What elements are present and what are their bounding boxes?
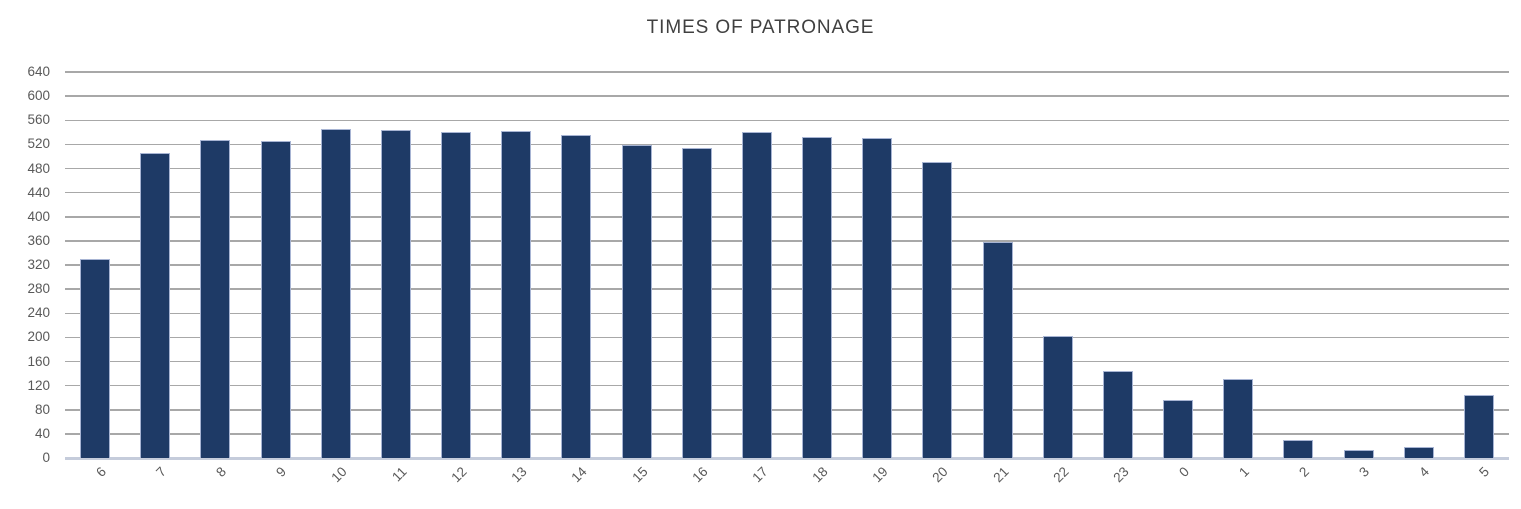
y-axis-tick-label: 320 xyxy=(27,257,50,272)
bar-hour-11 xyxy=(380,129,411,458)
bar-hour-19 xyxy=(862,137,893,458)
y-axis-tick-label: 200 xyxy=(27,329,50,345)
bar-hour-10 xyxy=(320,128,351,458)
x-axis-tick-label: 12 xyxy=(448,464,470,486)
bar-hour-14 xyxy=(561,134,592,458)
gridline-560 xyxy=(65,119,1509,121)
bar-hour-3 xyxy=(1343,450,1374,458)
y-axis-tick-label: 440 xyxy=(27,184,50,200)
gridline-240 xyxy=(65,312,1509,314)
gridline-440 xyxy=(65,191,1509,194)
bar-hour-20 xyxy=(922,162,953,458)
gridline-120 xyxy=(65,384,1509,387)
y-axis-tick-label: 240 xyxy=(27,305,50,321)
x-axis-tick-label: 20 xyxy=(929,464,952,486)
y-axis-tick-label: 280 xyxy=(27,281,50,297)
x-axis-tick-label: 8 xyxy=(213,464,230,480)
x-axis-tick-label: 1 xyxy=(1235,464,1252,480)
x-axis-tick-label: 23 xyxy=(1110,464,1132,486)
gridline-160 xyxy=(65,360,1509,363)
bar-hour-0 xyxy=(1163,400,1194,458)
x-axis-tick-label: 10 xyxy=(328,464,350,486)
x-axis-tick-label: 21 xyxy=(989,464,1012,486)
gridline-40 xyxy=(65,433,1509,435)
y-axis-tick-label: 360 xyxy=(27,232,50,248)
gridline-520 xyxy=(65,143,1509,146)
bar-hour-12 xyxy=(441,132,472,458)
gridline-200 xyxy=(65,336,1509,339)
x-axis-tick-label: 17 xyxy=(749,464,771,486)
x-axis-tick-label: 22 xyxy=(1050,464,1072,486)
bar-hour-8 xyxy=(200,140,231,458)
x-axis-tick-label: 19 xyxy=(869,464,891,486)
y-axis-tick-label: 0 xyxy=(42,450,50,465)
y-axis-tick-label: 560 xyxy=(27,112,50,128)
bar-hour-9 xyxy=(260,141,291,458)
bar-hour-16 xyxy=(681,147,712,458)
x-axis-tick-label: 0 xyxy=(1175,464,1192,480)
gridline-320 xyxy=(65,264,1509,266)
y-axis-tick-label: 80 xyxy=(34,401,50,417)
gridline-360 xyxy=(65,240,1509,242)
chart-title: TIMES OF PATRONAGE xyxy=(646,17,875,38)
bar-hour-5 xyxy=(1463,395,1494,458)
x-axis-tick-label: 7 xyxy=(152,464,169,480)
gridline-280 xyxy=(65,288,1509,290)
y-axis-tick-label: 40 xyxy=(34,425,50,441)
gridline-600 xyxy=(65,95,1509,97)
x-axis-tick-label: 3 xyxy=(1356,464,1373,480)
bar-hour-15 xyxy=(621,144,652,458)
x-axis-tick-label: 14 xyxy=(568,464,591,486)
x-axis-tick-label: 5 xyxy=(1476,464,1493,480)
x-axis-tick-label: 18 xyxy=(809,464,831,486)
bar-hour-13 xyxy=(501,131,532,458)
bar-hour-6 xyxy=(80,258,111,458)
bar-hour-22 xyxy=(1042,335,1073,458)
gridline-480 xyxy=(65,167,1509,170)
bar-hour-7 xyxy=(140,152,171,458)
x-axis-tick-label: 9 xyxy=(273,464,290,480)
y-axis-tick-label: 400 xyxy=(27,208,50,224)
y-axis-tick-label: 160 xyxy=(27,353,50,369)
x-axis-tick-label: 2 xyxy=(1296,464,1313,480)
bar-hour-21 xyxy=(982,242,1013,458)
bar-hour-1 xyxy=(1223,378,1254,458)
x-axis-tick-label: 13 xyxy=(508,464,530,486)
x-axis-tick-label: 6 xyxy=(92,464,109,480)
gridline-400 xyxy=(65,216,1509,218)
bar-hour-2 xyxy=(1283,439,1314,458)
y-axis-tick-label: 600 xyxy=(27,88,50,104)
x-axis-tick-label: 15 xyxy=(628,464,651,486)
x-axis-tick-label: 4 xyxy=(1416,464,1433,480)
bar-hour-18 xyxy=(802,136,833,458)
y-axis-tick-label: 520 xyxy=(27,136,50,152)
x-axis-tick-label: 16 xyxy=(689,464,711,486)
gridline-80 xyxy=(65,409,1509,411)
y-axis-tick-label: 120 xyxy=(27,377,50,393)
x-axis-tick-label: 11 xyxy=(389,464,410,485)
bar-hour-4 xyxy=(1403,447,1434,458)
y-axis-tick-label: 480 xyxy=(27,160,50,176)
x-axis-line xyxy=(65,457,1509,460)
gridline-640 xyxy=(65,71,1509,73)
y-axis-tick-label: 640 xyxy=(27,64,50,79)
bar-hour-23 xyxy=(1102,371,1133,458)
bar-hour-17 xyxy=(741,132,772,458)
